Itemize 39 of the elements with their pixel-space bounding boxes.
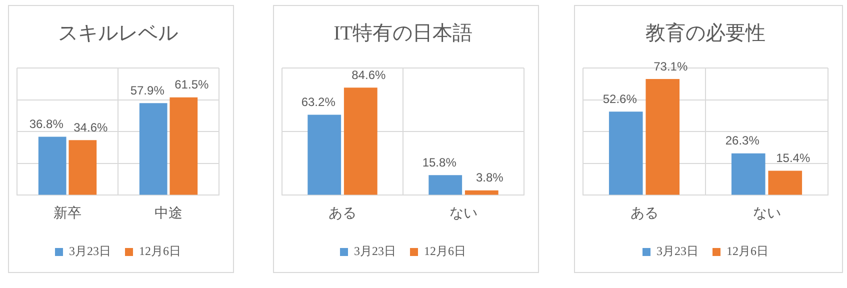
bar (768, 170, 802, 195)
x-tick-label: ない (752, 206, 781, 222)
legend-label: 3月23日 (656, 244, 698, 258)
data-label: 63.2% (301, 95, 336, 110)
x-tick-label: ない (450, 206, 478, 222)
bar (139, 103, 168, 195)
x-tick-label: ある (328, 206, 356, 222)
x-tick-label: ある (630, 206, 658, 222)
bar (646, 78, 680, 195)
bar (344, 88, 378, 195)
legend-label: 3月23日 (354, 244, 396, 258)
bar (38, 136, 66, 195)
bar (68, 140, 97, 195)
bar (170, 97, 198, 195)
bar (308, 114, 342, 195)
data-label: 15.8% (422, 155, 457, 170)
chart-title: 教育の必要性 (646, 21, 766, 44)
bar (731, 153, 766, 195)
chart-title: IT特有の日本語 (334, 22, 472, 44)
x-tick-label: 中途 (154, 205, 182, 222)
legend-label: 12月6日 (139, 244, 181, 258)
bar (428, 175, 462, 195)
bar (464, 190, 498, 195)
x-tick-label: 新卒 (54, 205, 82, 222)
data-label: 34.6% (74, 120, 108, 134)
data-label: 36.8% (29, 117, 64, 131)
data-label: 73.1% (654, 59, 688, 74)
data-label: 61.5% (174, 78, 209, 92)
legend-label: 3月23日 (69, 244, 111, 258)
data-label: 52.6% (602, 92, 638, 106)
legend-label: 12月6日 (726, 244, 768, 258)
data-label: 15.4% (776, 151, 810, 166)
data-label: 26.3% (725, 134, 760, 148)
data-label: 3.8% (476, 170, 504, 185)
chart-title: スキルレベル (58, 22, 178, 44)
bar (608, 112, 643, 195)
legend-label: 12月6日 (424, 244, 466, 258)
data-label: 57.9% (130, 83, 165, 98)
data-label: 84.6% (352, 68, 386, 82)
